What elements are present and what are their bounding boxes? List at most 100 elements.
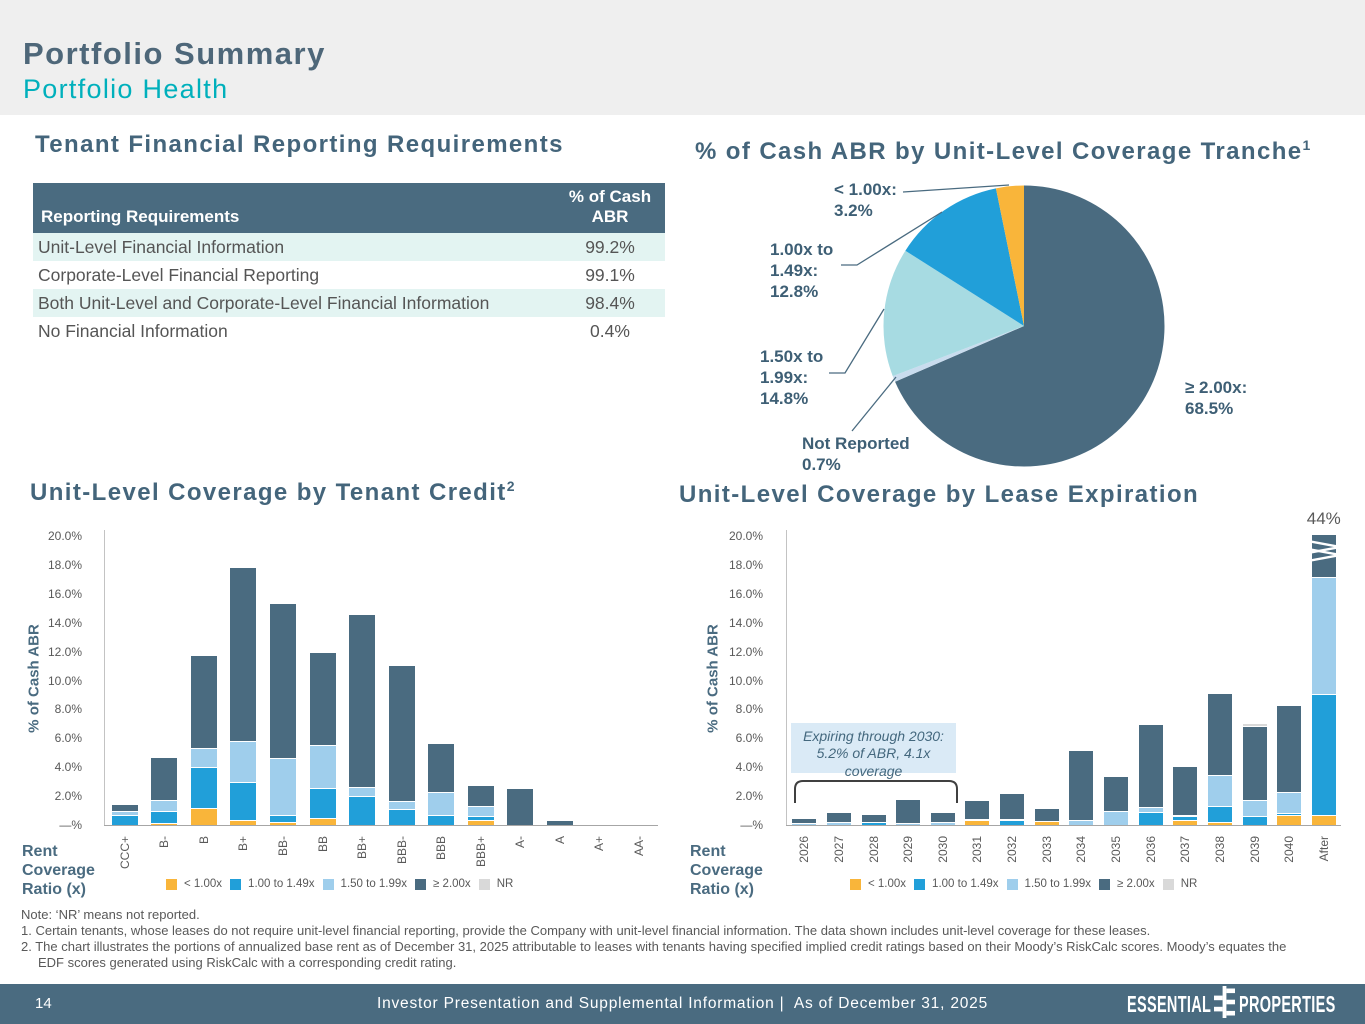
x-category-label: 2040 <box>1282 836 1297 863</box>
bar-segment <box>1207 806 1232 823</box>
y-tick-label: —% <box>59 818 82 832</box>
bar-segment <box>111 812 138 817</box>
x-category-label: BBB- <box>394 836 409 865</box>
bar-2033 <box>1034 0 1059 825</box>
bar-2035 <box>1103 0 1128 825</box>
y-tick-label: 8.0% <box>735 702 763 717</box>
bar-segment <box>1311 816 1336 825</box>
row-label: Both Unit-Level and Corporate-Level Fina… <box>33 289 555 318</box>
bar-segment <box>1069 820 1094 825</box>
pie-label-line: 1.49x: <box>770 261 819 280</box>
legend-item: ≥ 2.00x <box>415 878 471 890</box>
footnote-1: 1. Certain tenants, whose leases do not … <box>21 923 1151 938</box>
bar-segment <box>1103 812 1128 825</box>
bar-segment <box>467 806 494 818</box>
bar-segment <box>1277 816 1302 825</box>
table-row: Both Unit-Level and Corporate-Level Fina… <box>33 289 665 318</box>
bar-segment <box>230 820 257 825</box>
bar-segment <box>349 788 376 797</box>
x-category-label: CCC+ <box>117 836 132 870</box>
x-category-label: 2039 <box>1247 836 1262 863</box>
bar-BBB+ <box>467 0 494 825</box>
y-axis-line <box>104 530 105 825</box>
bar-segment <box>388 666 415 802</box>
x-category-label: BB <box>315 836 330 853</box>
credit-title-text: Unit-Level Coverage by Tenant Credit <box>30 479 507 506</box>
legend-item: < 1.00x <box>850 878 906 890</box>
bar-B+ <box>230 0 257 825</box>
y-axis-title: % of Cash ABR <box>704 624 722 733</box>
y-tick-label: 8.0% <box>54 702 82 717</box>
bar-segment <box>151 801 178 812</box>
x-axis-line <box>104 825 658 826</box>
pie-label-line: 0.7% <box>802 455 841 474</box>
legend-item: ≥ 2.00x <box>1099 878 1155 890</box>
bar-segment <box>1173 817 1198 821</box>
credit-chart-title: Unit-Level Coverage by Tenant Credit2 <box>30 478 516 507</box>
bar-A- <box>507 0 534 825</box>
bar-2028 <box>861 0 886 825</box>
expiration-title-text: Unit-Level Coverage by Lease Expiration <box>679 481 1200 508</box>
table-row: Unit-Level Financial Information 99.2% <box>33 233 665 262</box>
pie-section-title: % of Cash ABR by Unit-Level Coverage Tra… <box>695 137 1312 166</box>
legend-swatch <box>478 878 490 890</box>
bar-segment <box>230 783 257 821</box>
bar-B- <box>151 0 178 825</box>
bar-segment <box>309 653 336 747</box>
annotation-line: 5.2% of ABR, 4.1x <box>816 745 931 762</box>
row-value: 98.4% <box>555 289 665 318</box>
bar-segment <box>349 796 376 825</box>
bar-segment <box>1138 812 1163 825</box>
bar-segment <box>230 567 257 742</box>
company-logo: ESSENTIAL PROPERTIES <box>0 984 1365 1024</box>
legend-item: 1.00 to 1.49x <box>230 878 315 890</box>
x-axis-title: Rent Coverage Ratio (x) <box>22 842 95 899</box>
y-tick-label: 2.0% <box>735 789 763 804</box>
x-category-label: B+ <box>236 836 251 852</box>
bar-2036 <box>1138 0 1163 825</box>
x-axis-title-line: Rent <box>22 843 58 860</box>
x-axis-title-line: Coverage <box>22 862 95 879</box>
legend-label: < 1.00x <box>868 878 907 890</box>
bar-segment <box>1138 725 1163 808</box>
page-subtitle: Portfolio Health <box>23 74 229 104</box>
bar-segment <box>1034 822 1059 825</box>
bar-segment <box>965 800 990 820</box>
bar-segment <box>269 603 296 759</box>
logo-word-essential: ESSENTIAL <box>1127 991 1212 1017</box>
pie-slice <box>995 185 1024 326</box>
x-category-label: 2034 <box>1074 836 1089 863</box>
bar-segment <box>1000 794 1025 821</box>
bar-segment <box>792 823 817 825</box>
bar-segment <box>1103 776 1128 812</box>
footnote-note: Note: ‘NR’ means not reported. <box>21 907 200 922</box>
bar-2027 <box>826 0 851 825</box>
bar-segment <box>428 744 455 794</box>
legend-label: 1.00 to 1.49x <box>932 878 999 890</box>
bar-segment <box>826 812 851 823</box>
bar-segment <box>1173 815 1198 818</box>
chart-legend: < 1.00x 1.00 to 1.49x 1.50 to 1.99x ≥ 2.00x… <box>850 878 1205 890</box>
x-category-label: B <box>196 836 211 845</box>
bar-segment <box>309 818 336 825</box>
page-number: 14 <box>35 995 52 1012</box>
legend-swatch <box>1162 878 1174 890</box>
bar-After <box>1311 0 1336 825</box>
bar-segment <box>1242 801 1267 818</box>
legend-label: NR <box>496 878 514 890</box>
bar-segment <box>269 758 296 816</box>
legend-item: NR <box>1162 878 1197 890</box>
y-tick-label: 14.0% <box>47 615 82 630</box>
bar-segment <box>930 813 955 823</box>
bar-2037 <box>1173 0 1198 825</box>
footer-bar: 14 Investor Presentation and Supplementa… <box>0 984 1365 1024</box>
bar-segment <box>1069 750 1094 821</box>
chart-legend: < 1.00x 1.00 to 1.49x 1.50 to 1.99x ≥ 2.00x… <box>166 878 521 890</box>
legend-swatch <box>850 878 861 890</box>
bar-segment <box>965 821 990 825</box>
pie-label-line: 68.5% <box>1185 399 1234 418</box>
legend-label: ≥ 2.00x <box>433 878 471 890</box>
bar-segment <box>190 809 217 825</box>
x-axis-title-line: Ratio (x) <box>22 881 86 898</box>
pie-slice <box>883 250 1024 377</box>
